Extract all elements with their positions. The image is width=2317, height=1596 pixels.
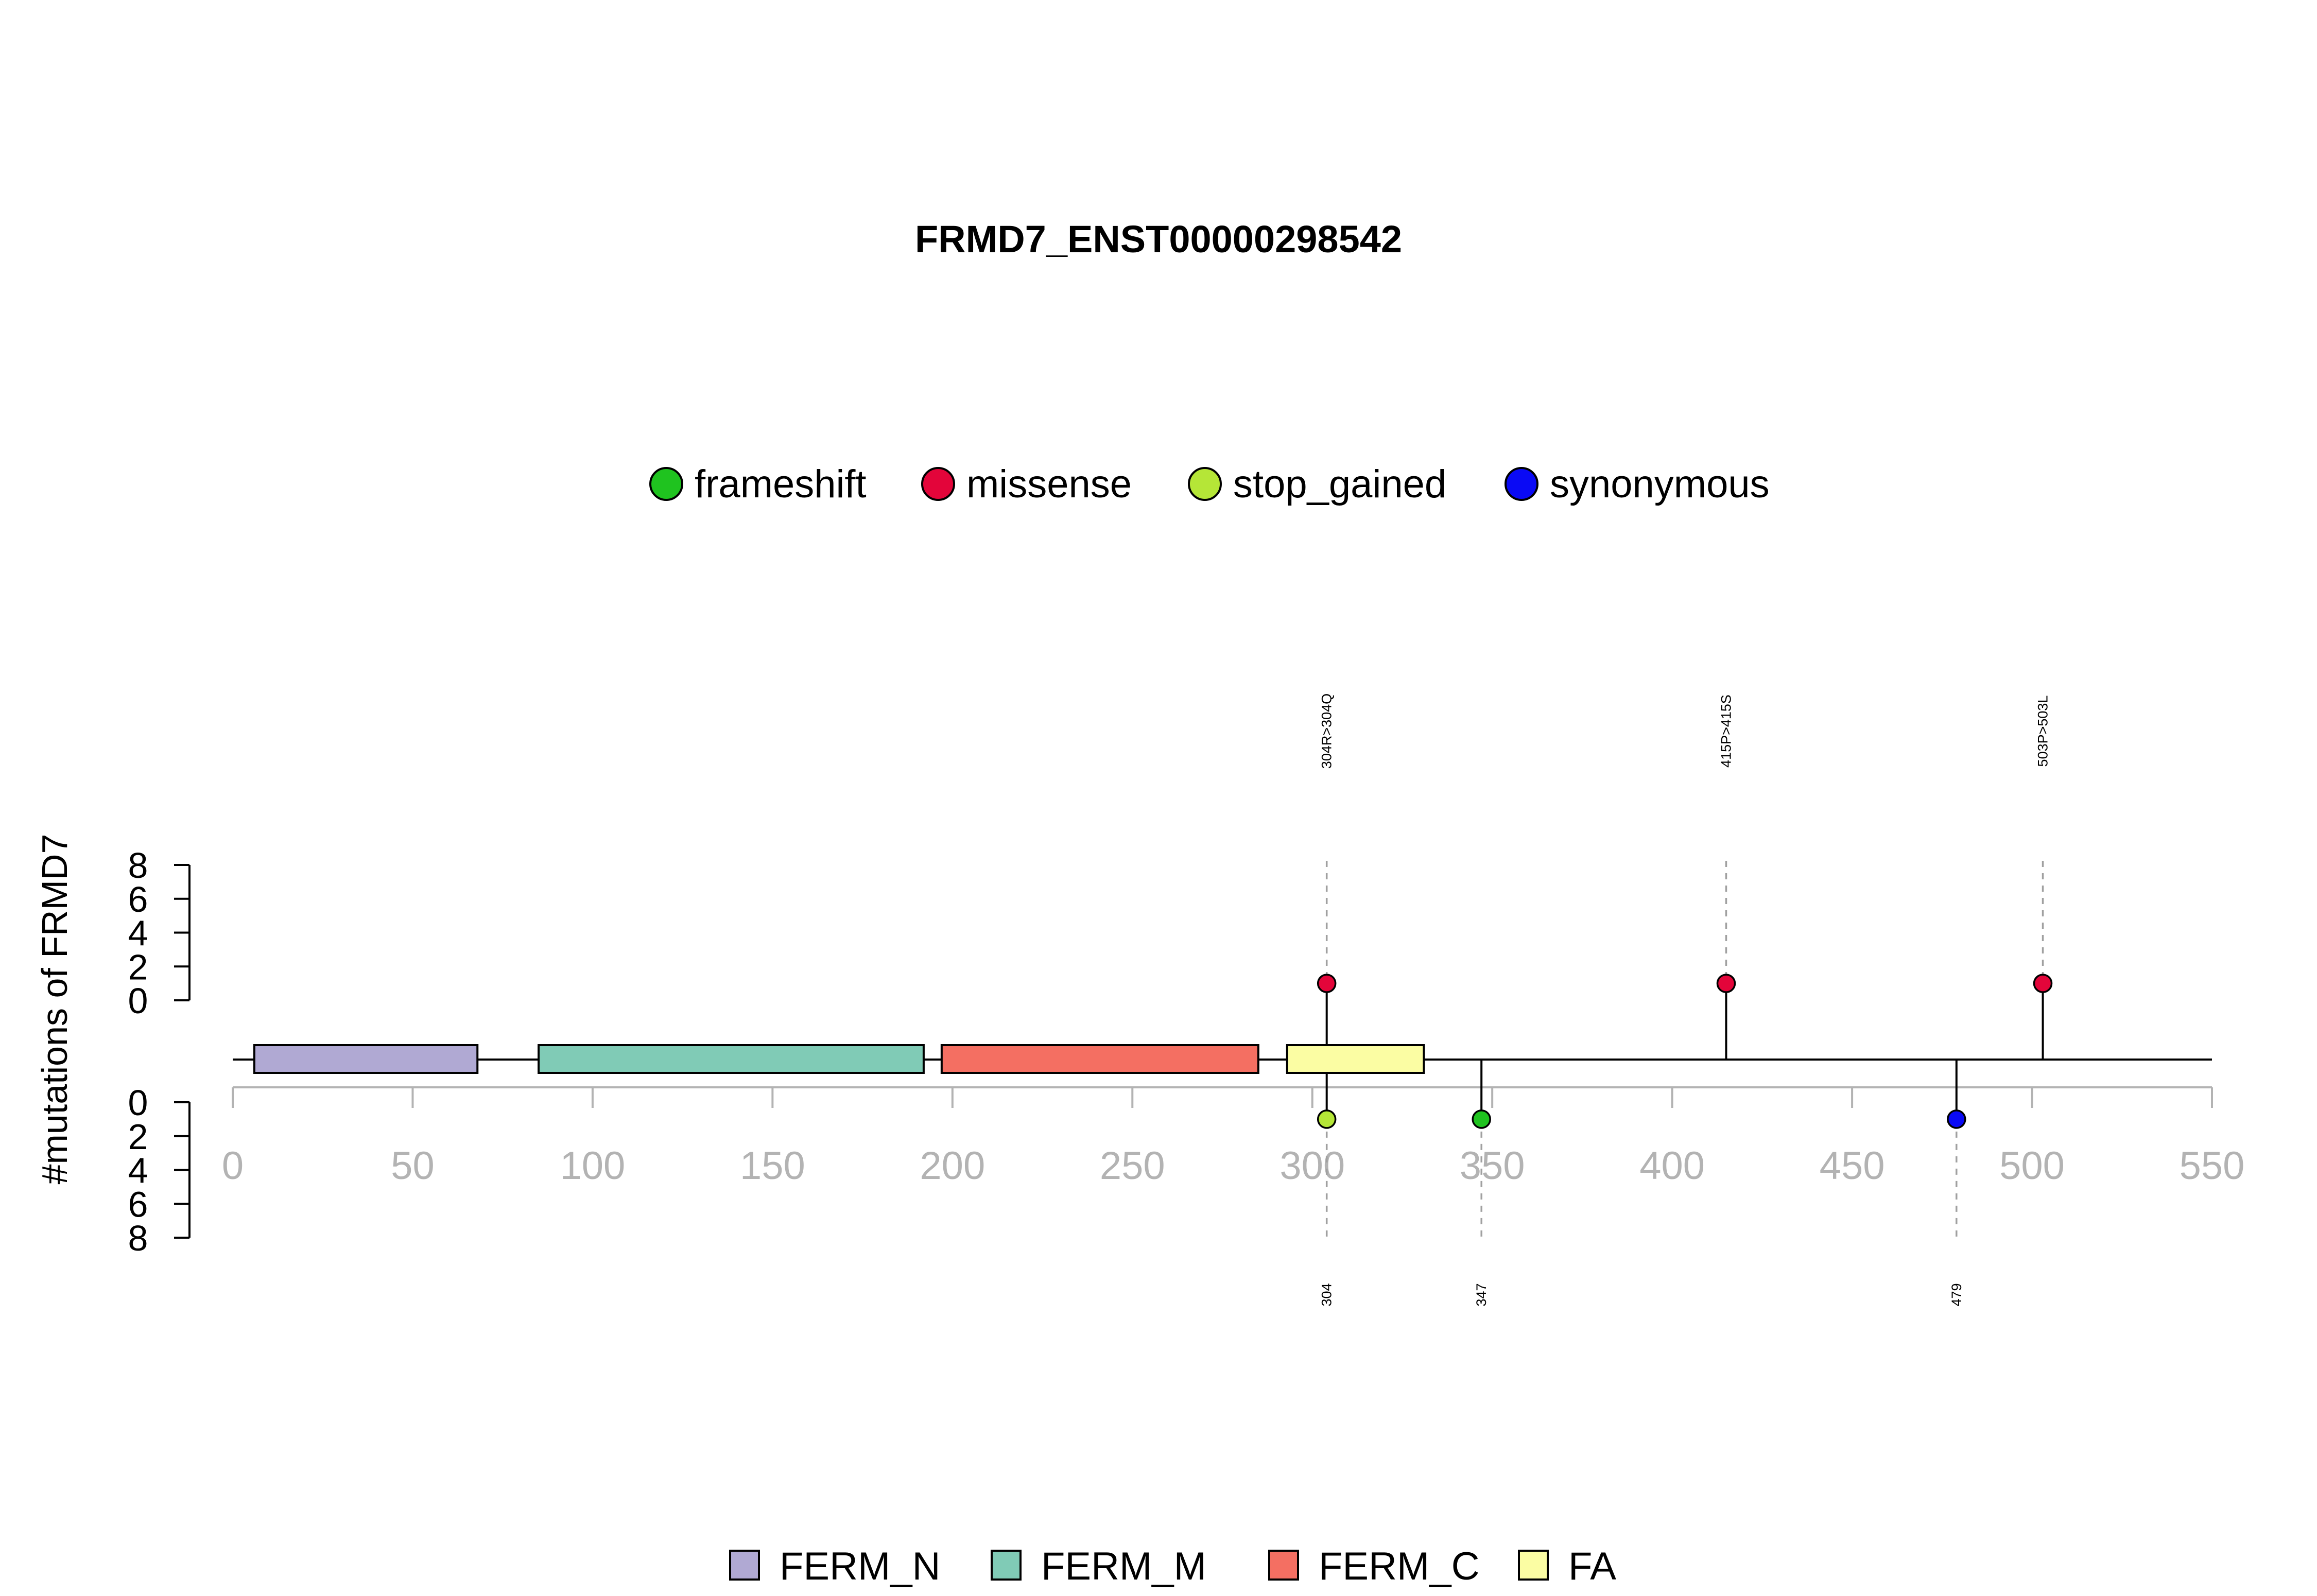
x-tick-label: 150 (740, 1144, 805, 1188)
mutation-point (1317, 974, 1337, 993)
legend-item-stop_gained: stop_gained (1188, 462, 1446, 506)
domain-legend-label: FERM_M (1041, 1545, 1206, 1588)
x-tick-label: 100 (560, 1144, 626, 1188)
mutation-label: 479 (1949, 1283, 1964, 1306)
x-tick-label: 350 (1460, 1144, 1525, 1188)
domain-FERM_C (940, 1044, 1259, 1074)
x-tick-label: 300 (1279, 1144, 1345, 1188)
y-tick-label: 4 (128, 913, 148, 953)
legend-label-missense: missense (966, 462, 1132, 506)
y-tick-label: 0 (128, 981, 148, 1021)
protein-track (233, 1044, 2212, 1074)
domain-FERM_M (538, 1044, 925, 1074)
mutation-top-304: 304R>304Q (1317, 693, 1337, 1060)
y-tick-label: 6 (128, 879, 148, 920)
mutation-point (1716, 974, 1736, 993)
domain-legend-item-FA: FA (1518, 1545, 1616, 1588)
mutation-point (2033, 974, 2053, 993)
legend-marker-missense (921, 467, 955, 501)
y-tick-label: 4 (128, 1151, 148, 1191)
mutation-label: 347 (1474, 1283, 1489, 1306)
x-tick-label: 0 (222, 1144, 244, 1188)
legend-item-synonymous: synonymous (1505, 462, 1770, 506)
mutation-type-legend: frameshift missense stop_gained synonymous (649, 462, 1770, 506)
legend-label-stop_gained: stop_gained (1233, 462, 1446, 506)
x-tick-label: 500 (1999, 1144, 2065, 1188)
y-tick-label: 6 (128, 1184, 148, 1224)
mutation-label: 304 (1319, 1283, 1335, 1306)
domain-legend-swatch (729, 1550, 760, 1581)
x-tick-label: 550 (2180, 1144, 2245, 1188)
chart-title: FRMD7_ENST00000298542 (915, 218, 1402, 261)
x-tick-label: 200 (920, 1144, 985, 1188)
mutation-label: 415P>415S (1718, 695, 1734, 768)
mutation-bottom-479: 479 (1947, 1060, 1966, 1307)
legend-marker-synonymous (1505, 467, 1538, 501)
mutation-top-503: 503P>503L (2033, 696, 2053, 1060)
mutation-label: 304R>304Q (1319, 693, 1335, 769)
legend-marker-frameshift (649, 467, 683, 501)
y-tick-label: 8 (128, 1218, 148, 1258)
legend-marker-stop_gained (1188, 467, 1222, 501)
lollipops-top: 304R>304Q 415P>415S 503P>503L (1317, 693, 2053, 1060)
domain-FA (1286, 1044, 1425, 1074)
x-tick-label: 450 (1820, 1144, 1885, 1188)
domain-legend-swatch (1518, 1550, 1549, 1581)
domain-legend: FERM_N FERM_M FERM_C FA (729, 1545, 1616, 1588)
legend-label-synonymous: synonymous (1550, 462, 1770, 506)
mutation-point (1472, 1109, 1491, 1129)
y-tick-label: 2 (128, 947, 148, 987)
mutation-label: 503P>503L (2035, 696, 2051, 767)
domain-legend-item-FERM_N: FERM_N (729, 1545, 940, 1588)
y-tick-label: 0 (128, 1083, 148, 1123)
mutation-point (1947, 1109, 1966, 1129)
y-axis-label: #mutations of FRMD7 (34, 834, 75, 1185)
x-axis: 0 50 100 150 200 250 300 350 400 450 500 550 (222, 1086, 2245, 1188)
x-tick-label: 250 (1100, 1144, 1165, 1188)
x-tick-label: 50 (391, 1144, 435, 1188)
domain-legend-label: FA (1568, 1545, 1616, 1588)
mutation-point (1317, 1109, 1337, 1129)
y-tick-label: 8 (128, 845, 148, 886)
domain-legend-swatch (1268, 1550, 1299, 1581)
domain-legend-label: FERM_C (1319, 1545, 1479, 1588)
y-tick-label: 2 (128, 1117, 148, 1157)
lollipops-bottom: 304 347 479 (1317, 1060, 1966, 1307)
domain-legend-swatch (991, 1550, 1022, 1581)
domain-legend-item-FERM_M: FERM_M (991, 1545, 1206, 1588)
legend-item-missense: missense (921, 462, 1132, 506)
mutation-bottom-347: 347 (1472, 1060, 1491, 1307)
legend-label-frameshift: frameshift (695, 462, 867, 506)
domain-legend-label: FERM_N (780, 1545, 940, 1588)
x-tick-label: 400 (1639, 1144, 1705, 1188)
domain-legend-item-FERM_C: FERM_C (1268, 1545, 1479, 1588)
legend-item-frameshift: frameshift (649, 462, 867, 506)
mutation-top-415: 415P>415S (1716, 695, 1736, 1060)
domain-FERM_N (253, 1044, 479, 1074)
